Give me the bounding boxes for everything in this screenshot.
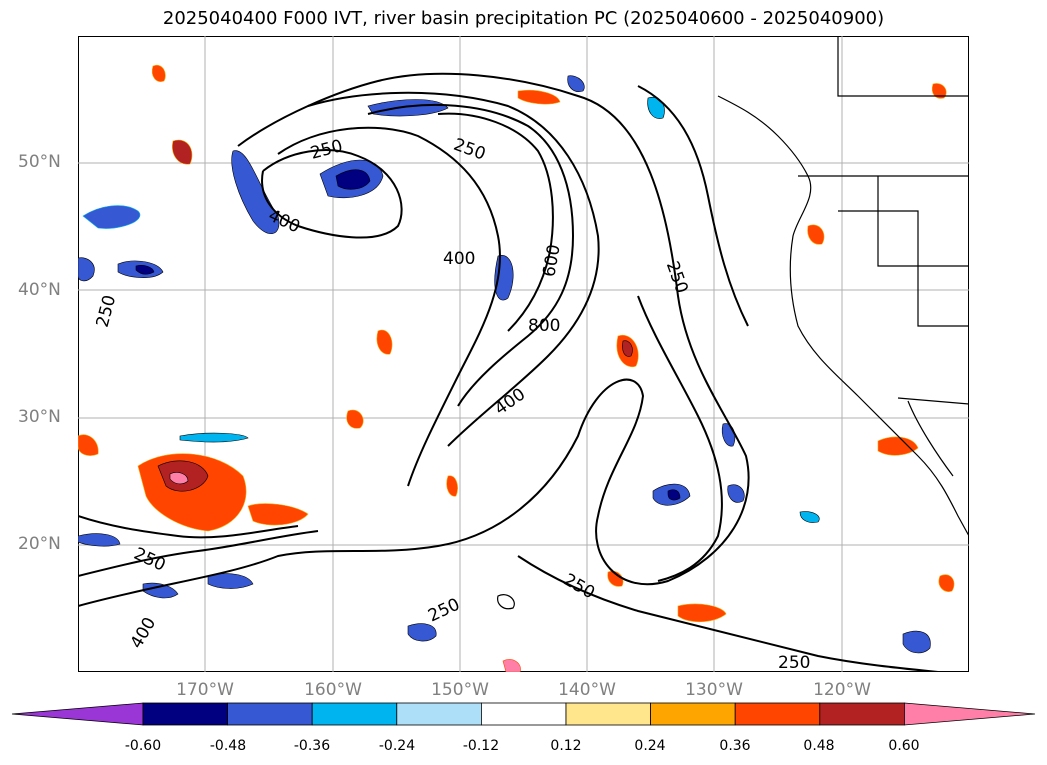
contour-label: 250 xyxy=(560,570,598,604)
lat-label-30n: 30°N xyxy=(18,407,61,427)
contour-label: 400 xyxy=(491,384,529,419)
lat-label-50n: 50°N xyxy=(18,152,61,172)
contour-label: 250 xyxy=(308,136,345,164)
contour-250-outer xyxy=(78,72,750,607)
colorbar-segment xyxy=(734,702,821,726)
lon-label-130w: 130°W xyxy=(685,680,743,700)
colorbar xyxy=(11,702,1036,726)
contour-label: 250 xyxy=(93,293,121,330)
state-border-2 xyxy=(838,210,969,327)
contour-label: 400 xyxy=(443,249,475,269)
contour-250-south xyxy=(78,515,299,539)
colorbar-tick-label: 0.60 xyxy=(888,738,920,754)
colorbar-tick-label: 0.12 xyxy=(550,738,582,754)
contour-400-sw xyxy=(78,530,319,577)
hawaii-islands xyxy=(497,594,515,610)
map-canvas: 250 250 250 250 250 250 250 250 400 400 … xyxy=(78,36,969,672)
coastlines xyxy=(497,36,969,610)
colorbar-segment xyxy=(565,702,651,726)
lon-label-120w: 120°W xyxy=(813,680,871,700)
contour-label: 800 xyxy=(528,316,560,336)
state-border-1 xyxy=(877,176,969,267)
lon-label-170w: 170°W xyxy=(176,680,234,700)
north-america-coast xyxy=(717,95,969,537)
colorbar-tick-label: 0.36 xyxy=(719,738,751,754)
lon-label-150w: 150°W xyxy=(431,680,489,700)
colorbar-extend-min xyxy=(11,702,144,726)
colorbar-tick-label: -0.60 xyxy=(124,738,162,754)
lat-label-40n: 40°N xyxy=(18,280,61,300)
colorbar-tick-label: 0.48 xyxy=(803,738,835,754)
contour-250-inner xyxy=(277,126,501,487)
colorbar-segment xyxy=(819,702,905,726)
colorbar-tick-label: 0.24 xyxy=(634,738,666,754)
colorbar-tick-label: -0.24 xyxy=(378,738,416,754)
colorbar-extend-max xyxy=(904,702,1036,726)
colorbar-tick-label: -0.48 xyxy=(209,738,247,754)
contour-label: 250 xyxy=(451,135,488,165)
blob-neg-west xyxy=(231,150,280,234)
contour-250-east xyxy=(637,295,723,582)
colorbar-tick-label: -0.12 xyxy=(462,738,500,754)
colorbar-segment xyxy=(480,702,567,726)
map-panel xyxy=(78,36,969,672)
precip-positive-blobs xyxy=(78,64,955,672)
colorbar-tick-label: -0.36 xyxy=(293,738,331,754)
colorbar-segment xyxy=(311,702,398,726)
precip-negative-blobs xyxy=(78,75,931,654)
contour-800 xyxy=(437,112,554,332)
colorbar-segment xyxy=(227,702,313,726)
gridlines xyxy=(78,36,969,672)
colorbar-segment xyxy=(396,702,482,726)
contour-label: 400 xyxy=(127,614,161,652)
contour-250-ne xyxy=(637,85,749,327)
contour-label: 250 xyxy=(425,595,463,627)
lat-label-20n: 20°N xyxy=(18,534,61,554)
contour-600 xyxy=(367,103,575,407)
contour-250-se xyxy=(517,555,939,672)
lon-label-140w: 140°W xyxy=(558,680,616,700)
us-mexico-border xyxy=(897,397,969,405)
contour-label: 250 xyxy=(778,653,810,672)
alaska-inlet xyxy=(837,36,969,97)
contour-label: 250 xyxy=(662,259,692,296)
contour-400 xyxy=(261,149,403,239)
colorbar-segment xyxy=(650,702,736,726)
contour-label: 250 xyxy=(131,544,169,576)
ivt-contours xyxy=(78,72,939,672)
figure-title: 2025040400 F000 IVT, river basin precipi… xyxy=(162,8,885,29)
contour-label: 600 xyxy=(539,243,564,278)
baja-peninsula xyxy=(907,400,954,477)
lon-label-160w: 160°W xyxy=(304,680,362,700)
contour-400-jet xyxy=(307,91,600,447)
colorbar-segment xyxy=(142,702,228,726)
contour-labels: 250 250 250 250 250 250 250 250 400 400 … xyxy=(93,135,811,672)
